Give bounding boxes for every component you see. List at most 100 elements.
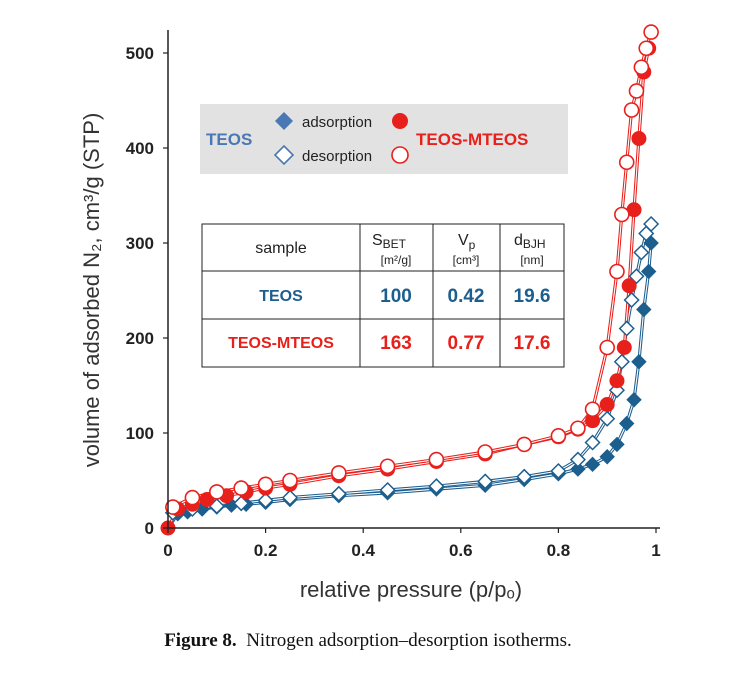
teos-mteos-desorption-point xyxy=(516,436,533,453)
teos-mteos-desorption-point xyxy=(628,83,645,99)
teos-desorption-point xyxy=(477,473,494,490)
x-tick-label: 0.8 xyxy=(547,541,571,560)
figure-caption: Figure 8. Nitrogen adsorption–desorption… xyxy=(0,630,736,652)
teos-desorption-point xyxy=(281,489,299,506)
legend-desorption-diamond-icon xyxy=(273,144,295,166)
teos-mteos-desorption-point xyxy=(428,451,445,468)
teos-mteos-adsorption-point xyxy=(609,373,625,389)
teos-mteos-adsorption-point xyxy=(621,278,637,294)
teos-desorption-point xyxy=(569,451,586,468)
teos-adsorption-point xyxy=(570,461,586,477)
teos-mteos-desorption-point xyxy=(599,339,616,356)
teos-mteos-desorption-point xyxy=(379,458,396,475)
table-cell-teos-dbjh: 19.6 xyxy=(514,286,551,307)
teos-adsorption-point xyxy=(584,456,601,473)
teos-mteos-desorption-point xyxy=(584,401,601,418)
table-header-vp-unit: [cm³] xyxy=(453,253,480,267)
table-cell-mteos-dbjh: 17.6 xyxy=(514,333,551,354)
table-cell-mteos-sample: TEOS-MTEOS xyxy=(228,335,334,352)
teos-mteos-desorption-point xyxy=(282,472,298,489)
table-header-dbjh: dBJH xyxy=(514,232,546,251)
x-tick-label: 0 xyxy=(163,541,172,560)
table-cell-teos-sbet: 100 xyxy=(380,286,412,307)
legend: TEOS adsorption desorption TEOS-MTEOS xyxy=(200,104,568,174)
teos-adsorption-point xyxy=(619,415,635,432)
teos-mteos-desorption-point xyxy=(257,476,274,493)
teos-mteos-desorption-point xyxy=(633,59,650,76)
teos-desorption-point xyxy=(330,485,347,502)
teos-desorption-point xyxy=(618,320,635,337)
figure-caption-label: Figure 8. xyxy=(164,630,237,651)
table-border xyxy=(201,223,565,368)
teos-desorption-point xyxy=(638,225,655,242)
y-tick-label: 100 xyxy=(126,424,154,443)
teos-mteos-desorption-point xyxy=(570,420,586,437)
teos-mteos-desorption-point xyxy=(330,465,347,481)
teos-mteos-desorption-point xyxy=(638,40,655,57)
teos-desorption-point xyxy=(599,410,616,427)
properties-table: sample SBET [m²/g] Vp [cm³] dBJH [nm] TE… xyxy=(201,223,565,368)
y-tick-label: 400 xyxy=(126,139,154,158)
teos-adsorption-point xyxy=(640,263,657,280)
axes: 0 0.2 0.4 0.6 0.8 1 0 100 200 300 400 500 xyxy=(126,30,661,560)
x-axis-title: relative pressure (p/pₒ) xyxy=(300,577,522,602)
table-cell-teos-sample: TEOS xyxy=(259,288,303,305)
legend-teos-label: TEOS xyxy=(206,130,252,149)
teos-desorption-point xyxy=(516,468,533,485)
teos-desorption-point xyxy=(623,291,640,309)
table-header-sbet-unit: [m²/g] xyxy=(381,253,412,267)
teos-mteos-desorption-point xyxy=(477,444,494,460)
y-tick-label: 0 xyxy=(145,519,154,538)
y-tick-label: 200 xyxy=(126,329,154,348)
teos-mteos-desorption-point xyxy=(165,499,181,515)
teos-mteos-adsorption-point xyxy=(599,397,615,412)
legend-adsorption-diamond-icon xyxy=(275,112,293,130)
isotherm-chart: TEOS adsorption desorption TEOS-MTEOS sa… xyxy=(79,24,661,602)
teos-desorption-point xyxy=(613,353,630,370)
legend-adsorption-label: adsorption xyxy=(302,114,372,131)
teos-mteos-desorption-point xyxy=(550,428,567,444)
teos-desorption-point xyxy=(633,244,650,261)
table-header-sample: sample xyxy=(255,240,307,257)
teos-mteos-desorption-point xyxy=(209,484,225,500)
table-header-vp: Vp xyxy=(458,232,476,252)
legend-teos-mteos-label: TEOS-MTEOS xyxy=(416,130,528,149)
legend-adsorption-circle-icon xyxy=(392,113,408,129)
x-tick-label: 0.6 xyxy=(449,541,473,560)
legend-desorption-label: desorption xyxy=(302,148,372,165)
y-tick-label: 300 xyxy=(126,234,154,253)
table-cell-mteos-vp: 0.77 xyxy=(448,333,485,354)
teos-adsorption-point xyxy=(609,436,625,453)
teos-desorption-point xyxy=(257,492,274,509)
figure-caption-text: Nitrogen adsorption–desorption isotherms… xyxy=(246,630,572,651)
teos-desorption-point xyxy=(584,434,601,451)
teos-mteos-desorption-point xyxy=(643,24,659,40)
x-tick-label: 0.4 xyxy=(351,541,375,560)
teos-mteos-desorption-point xyxy=(233,480,249,496)
teos-desorption-point xyxy=(428,478,445,495)
teos-desorption-point xyxy=(233,495,250,512)
legend-desorption-circle-icon xyxy=(391,146,409,164)
teos-mteos-adsorption-point xyxy=(631,131,647,146)
teos-mteos-desorption-point xyxy=(609,263,625,280)
teos-desorption-point xyxy=(379,481,396,499)
plot-area xyxy=(160,24,660,536)
table-cell-mteos-sbet: 163 xyxy=(380,333,412,354)
table-header-dbjh-unit: [nm] xyxy=(520,253,543,267)
teos-mteos-desorption-point xyxy=(618,154,635,171)
teos-mteos-desorption-point xyxy=(623,102,640,118)
y-axis-title: volume of adsorbed N₂, cm³/g (STP) xyxy=(79,113,104,468)
table-header-sbet: SBET xyxy=(372,232,407,251)
x-tick-label: 0.2 xyxy=(254,541,278,560)
teos-adsorption-point xyxy=(636,301,652,318)
table-cell-teos-vp: 0.42 xyxy=(448,286,485,307)
teos-adsorption-point xyxy=(631,354,647,370)
teos-mteos-desorption-point xyxy=(614,206,630,223)
teos-mteos-desorption-point xyxy=(184,489,201,506)
y-tick-label: 500 xyxy=(126,44,154,63)
teos-adsorption-point xyxy=(626,392,642,408)
teos-mteos-adsorption-point xyxy=(616,340,632,355)
teos-desorption-point xyxy=(550,462,567,480)
legend-background xyxy=(200,104,568,174)
x-tick-label: 1 xyxy=(651,541,660,560)
